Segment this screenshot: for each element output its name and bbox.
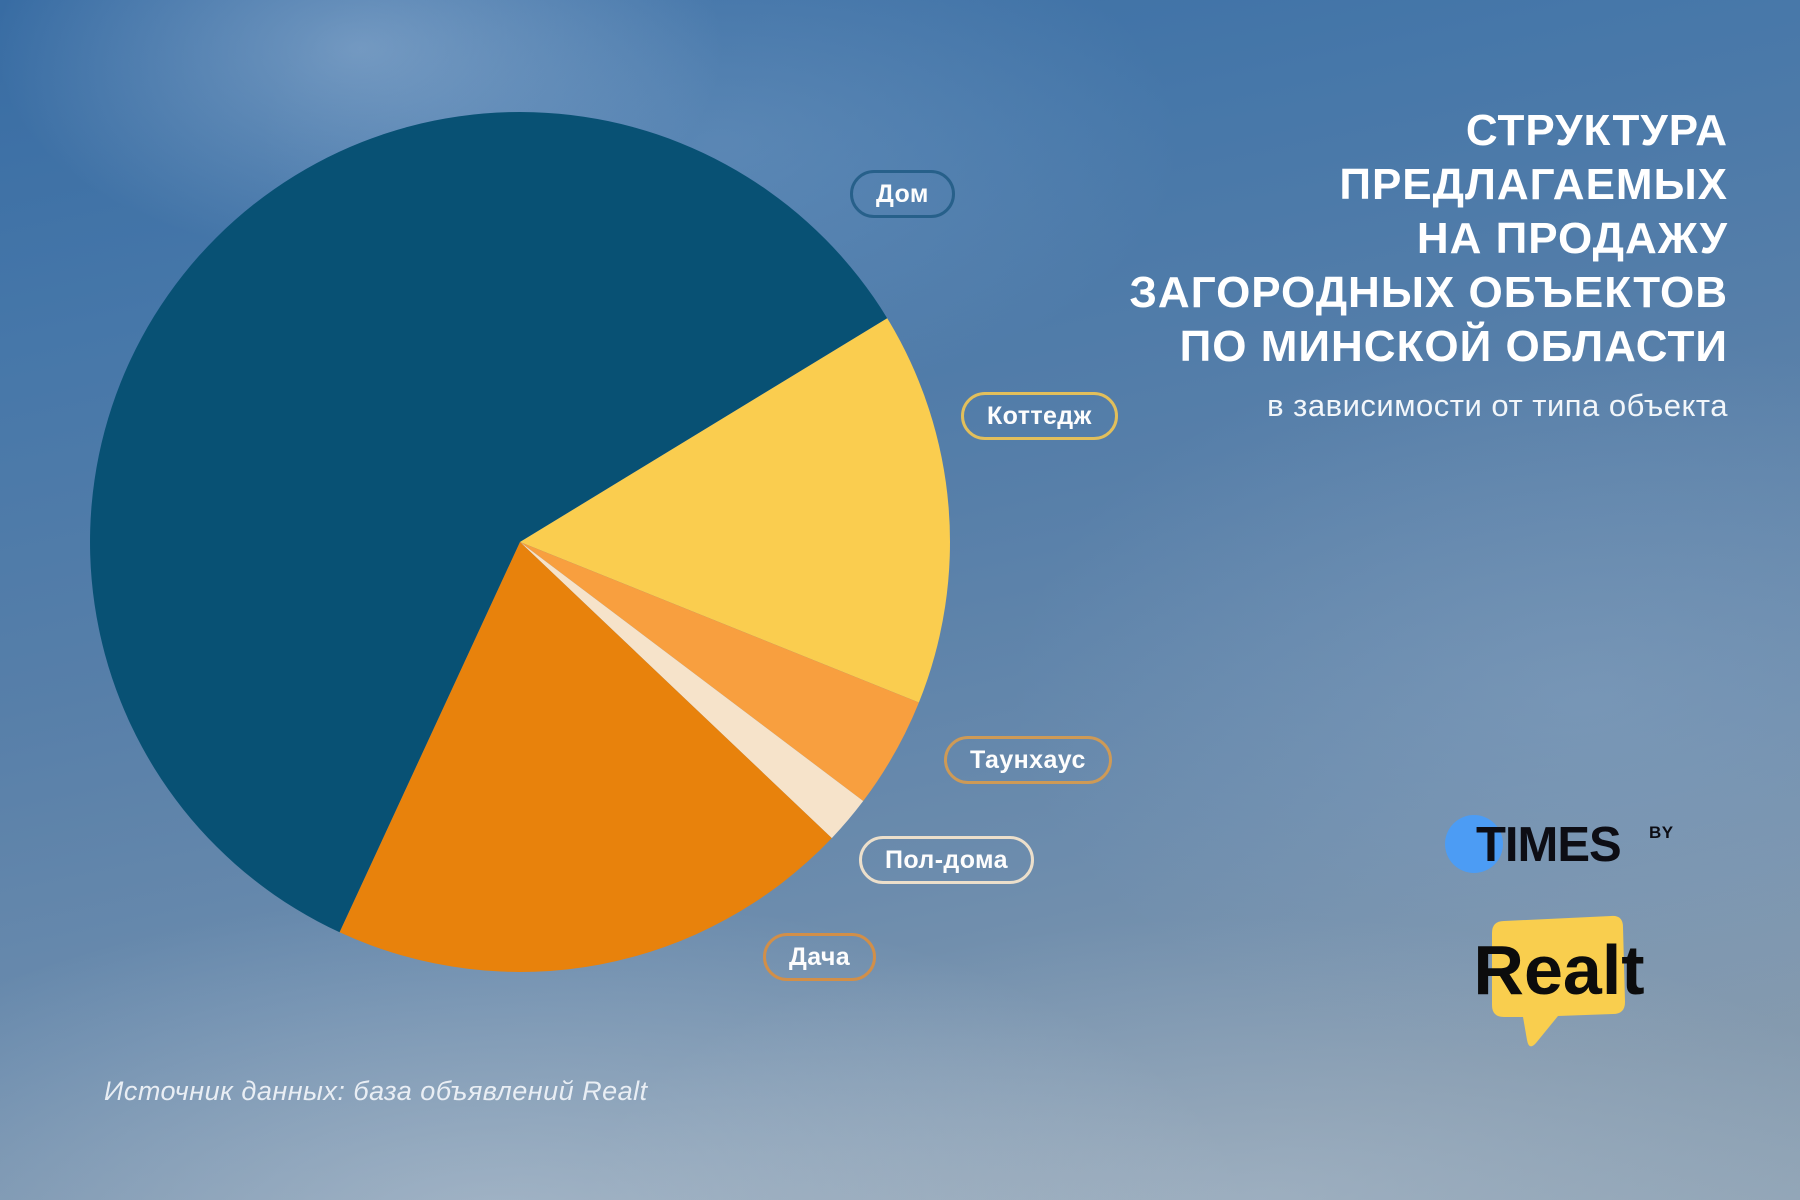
- times-circle-icon: [1445, 815, 1503, 873]
- pie-label-pol-doma: Пол-дома: [859, 836, 1034, 884]
- pie-label-taunhaus-text: Таунхаус: [970, 746, 1086, 774]
- source-note: Источник данных: база объявлений Realt: [104, 1076, 648, 1106]
- pie-slice-taunhaus: [520, 542, 919, 801]
- pie-slice-kottedzh: [520, 318, 950, 703]
- pie-slice-dacha: [339, 542, 832, 972]
- pie-slice-pol-doma: [520, 542, 864, 839]
- page-title-line: НА ПРОДАЖУ: [1416, 214, 1728, 263]
- page-title-line: СТРУКТУРА: [1465, 106, 1728, 155]
- pie-label-pol-doma-text: Пол-дома: [885, 846, 1008, 874]
- pie-label-dom-text: Дом: [876, 180, 929, 208]
- realt-logo: Realt: [1448, 910, 1670, 1060]
- pie-label-kottedzh-text: Коттедж: [987, 402, 1092, 430]
- page-title-line: ПО МИНСКОЙ ОБЛАСТИ: [1179, 322, 1728, 371]
- times-by-logo: TIMES BY: [1443, 813, 1683, 885]
- page-title-line: ЗАГОРОДНЫХ ОБЪЕКТОВ: [1129, 268, 1728, 317]
- page-subtitle: в зависимости от типа объекта: [1267, 388, 1728, 423]
- realt-bubble-icon: [1492, 915, 1625, 1047]
- title-block: СТРУКТУРА ПРЕДЛАГАЕМЫХ НА ПРОДАЖУ ЗАГОРО…: [1129, 104, 1728, 424]
- pie-label-kottedzh: Коттедж: [961, 392, 1118, 440]
- pie-label-dacha-text: Дача: [789, 943, 851, 971]
- page-title-line: ПРЕДЛАГАЕМЫХ: [1339, 160, 1728, 209]
- pie-label-taunhaus: Таунхаус: [944, 736, 1112, 784]
- times-logo-text: TIMES: [1476, 818, 1622, 872]
- realt-bubble-shape: [1492, 915, 1625, 1047]
- pie-slice-dom: [90, 111, 888, 933]
- times-logo-suffix: BY: [1649, 823, 1674, 842]
- realt-logo-text: Realt: [1473, 931, 1645, 1009]
- pie-label-dacha: Дача: [763, 933, 877, 981]
- pie-label-dom: Дом: [850, 170, 955, 218]
